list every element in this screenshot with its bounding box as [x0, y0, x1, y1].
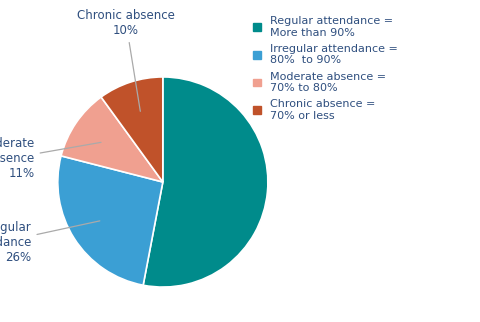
Wedge shape [101, 77, 163, 182]
Wedge shape [61, 97, 163, 182]
Text: Irregular
attendance
26%: Irregular attendance 26% [0, 221, 100, 264]
Text: Moderate
absence
11%: Moderate absence 11% [0, 137, 101, 180]
Wedge shape [58, 156, 163, 285]
Legend: Regular attendance =
More than 90%, Irregular attendance =
80%  to 90%, Moderate: Regular attendance = More than 90%, Irre… [253, 16, 398, 121]
Text: Chronic absence
10%: Chronic absence 10% [77, 9, 175, 111]
Wedge shape [143, 77, 268, 287]
